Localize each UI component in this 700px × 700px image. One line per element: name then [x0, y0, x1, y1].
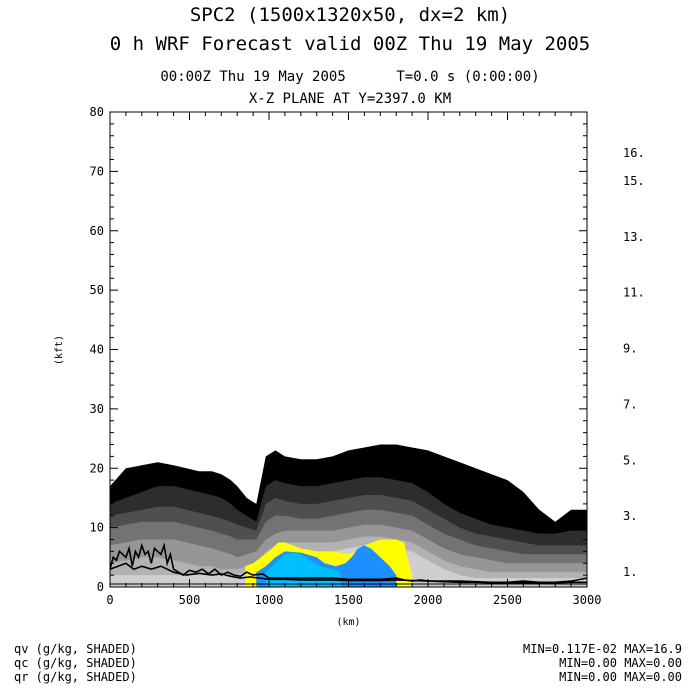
footer-minmax-qc: MIN=0.00 MAX=0.00 — [559, 656, 682, 670]
colorbar-tick-label: 16. — [623, 146, 645, 160]
chart-title-line1: SPC2 (1500x1320x50, dx=2 km) — [189, 4, 511, 26]
footer-label-qc: qc (g/kg, SHADED) — [14, 656, 137, 670]
y-tick-label: 20 — [90, 461, 104, 475]
contour-line-2 — [109, 562, 587, 584]
x-tick-label: 2500 — [493, 593, 522, 607]
y-tick-label: 50 — [90, 283, 104, 297]
colorbar-tick-label: 13. — [623, 230, 645, 244]
colorbar-tick-label: 11. — [623, 286, 645, 300]
colorbar-tick-label: 9. — [623, 342, 637, 356]
colorbar: 1. 3. 5. 7. 9. 11. 13. 15. 16. — [623, 146, 645, 579]
y-tick-label: 40 — [90, 343, 104, 357]
valid-time-line: 00:00Z Thu 19 May 2005 T=0.0 s (0:00:00) — [160, 69, 540, 85]
colorbar-tick-label: 1. — [623, 565, 637, 579]
footer-label-qv: qv (g/kg, SHADED) — [14, 642, 137, 656]
y-tick-label: 0 — [97, 580, 104, 594]
chart-title-line2: 0 h WRF Forecast valid 00Z Thu 19 May 20… — [109, 33, 591, 55]
y-axis-label: (kft) — [54, 335, 65, 365]
footer-label-qr: qr (g/kg, SHADED) — [14, 670, 137, 684]
colorbar-tick-label: 7. — [623, 397, 637, 411]
plot-area — [110, 444, 587, 587]
plane-line: X-Z PLANE AT Y=2397.0 KM — [248, 91, 452, 107]
colorbar-tick-label: 3. — [623, 509, 637, 523]
x-axis-label: (km) — [336, 617, 360, 628]
y-tick-label: 10 — [90, 521, 104, 535]
x-tick-label: 3000 — [573, 593, 602, 607]
y-tick-label: 80 — [90, 105, 104, 119]
footer-minmax-qv: MIN=0.117E-02 MAX=16.9 — [523, 642, 682, 656]
colorbar-tick-label: 15. — [623, 174, 645, 188]
axis-ticks — [109, 111, 588, 588]
y-tick-label: 70 — [90, 164, 104, 178]
y-tick-label: 60 — [90, 224, 104, 238]
footer-minmax-qr: MIN=0.00 MAX=0.00 — [559, 670, 682, 684]
x-tick-label: 500 — [179, 593, 201, 607]
x-tick-label: 2000 — [414, 593, 443, 607]
x-tick-label: 1000 — [255, 593, 284, 607]
colorbar-tick-label: 5. — [623, 453, 637, 467]
tick-labels: 0 500 1000 1500 2000 2500 3000 0 10 20 30 40 50 60 70 8… — [90, 105, 602, 607]
x-tick-label: 0 — [106, 593, 113, 607]
y-tick-label: 30 — [90, 402, 104, 416]
x-tick-label: 1500 — [334, 593, 363, 607]
